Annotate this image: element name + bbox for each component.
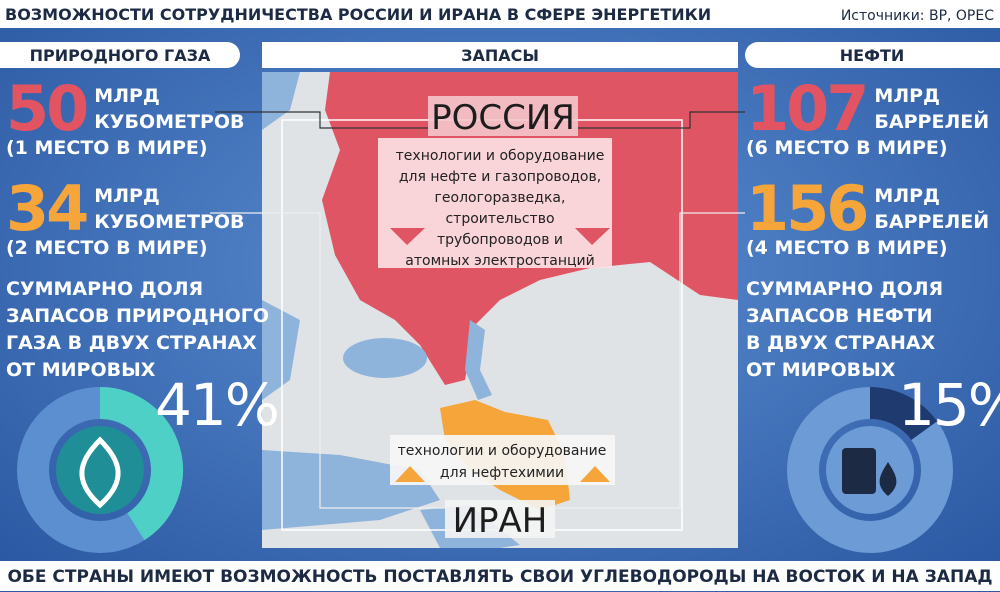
tab	[745, 42, 1000, 68]
share-text: ОТ МИРОВЫХ	[6, 359, 156, 381]
share-text: ГАЗА В ДВУХ СТРАНАХ	[6, 332, 257, 354]
tab	[0, 42, 240, 68]
title: ВОЗМОЖНОСТИ СОТРУДНИЧЕСТВА РОССИИ И ИРАН…	[5, 5, 711, 24]
drop	[879, 462, 897, 496]
note-text: строительство	[445, 211, 554, 227]
leader-line	[555, 212, 745, 509]
label-box	[428, 96, 578, 136]
leader-line	[215, 111, 428, 129]
rank-label: (6 МЕСТО В МИРЕ)	[746, 137, 948, 159]
share-value: 41%	[155, 371, 278, 439]
tab-label: ЗАПАСЫ	[461, 46, 539, 65]
big-number: 156	[746, 172, 866, 245]
unit-label: КУБОМЕТРОВ	[94, 211, 244, 233]
big-number: 34	[6, 172, 87, 245]
big-number: 50	[6, 72, 87, 145]
black-sea	[343, 338, 427, 378]
rank-label: (1 МЕСТО В МИРЕ)	[6, 137, 208, 159]
share-text: СУММАРНО ДОЛЯ	[746, 278, 943, 300]
leader-line	[578, 111, 745, 129]
note-text: трубопроводов и	[437, 232, 563, 248]
footer: ОБЕ СТРАНЫ ИМЕЮТ ВОЗМОЖНОСТЬ ПОСТАВЛЯТЬ …	[7, 567, 992, 587]
unit-label: МЛРД	[874, 185, 940, 207]
country-name: ИРАН	[453, 501, 548, 541]
rank-label: (2 МЕСТО В МИРЕ)	[6, 237, 208, 259]
unit-label: МЛРД	[94, 185, 160, 207]
unit-label: БАРРЕЛЕЙ	[874, 210, 989, 233]
barrel	[842, 448, 876, 494]
note-text: для нефте и газопроводов,	[399, 169, 601, 185]
country-name: РОССИЯ	[431, 98, 575, 138]
note-text: технологии и оборудование	[398, 443, 607, 459]
note-box	[378, 138, 612, 268]
donut-core	[56, 426, 144, 514]
unit-label: БАРРЕЛЕЙ	[874, 110, 989, 133]
donut-arc	[99, 387, 183, 541]
tab-label: НЕФТИ	[840, 46, 905, 65]
label-box	[445, 500, 555, 538]
gas-icon	[79, 436, 121, 509]
sea	[262, 72, 520, 548]
share-text: ЗАПАСОВ ПРИРОДНОГО	[6, 305, 269, 327]
share-text: ЗАПАСОВ НЕФТИ	[746, 305, 933, 327]
footer-bar	[0, 561, 1000, 591]
note-text: для нефтехимии	[440, 465, 564, 481]
unit-label: КУБОМЕТРОВ	[94, 111, 244, 133]
source: Источники: BP, OPEC	[841, 8, 994, 24]
note-text: геологоразведка,	[435, 190, 566, 206]
tab	[262, 42, 738, 68]
title-bar	[0, 0, 1000, 28]
note-text: атомных электростанций	[405, 253, 594, 269]
oil-icon	[842, 448, 897, 496]
note-box	[390, 435, 615, 485]
share-value: 15%	[898, 371, 1000, 439]
share-text: СУММАРНО ДОЛЯ	[6, 278, 203, 300]
caspian-sea	[465, 320, 492, 400]
tab-label: ПРИРОДНОГО ГАЗА	[30, 46, 211, 65]
share-text: В ДВУХ СТРАНАХ	[746, 332, 936, 354]
note-text: технологии и оборудование	[396, 148, 605, 164]
rank-label: (4 МЕСТО В МИРЕ)	[746, 237, 948, 259]
note-marker	[390, 228, 610, 245]
unit-label: МЛРД	[874, 85, 940, 107]
share-text: ОТ МИРОВЫХ	[746, 359, 896, 381]
big-number: 107	[746, 72, 866, 145]
note-marker	[395, 466, 610, 482]
donut-arc	[869, 387, 938, 441]
leader-line	[210, 212, 445, 509]
unit-label: МЛРД	[94, 85, 160, 107]
